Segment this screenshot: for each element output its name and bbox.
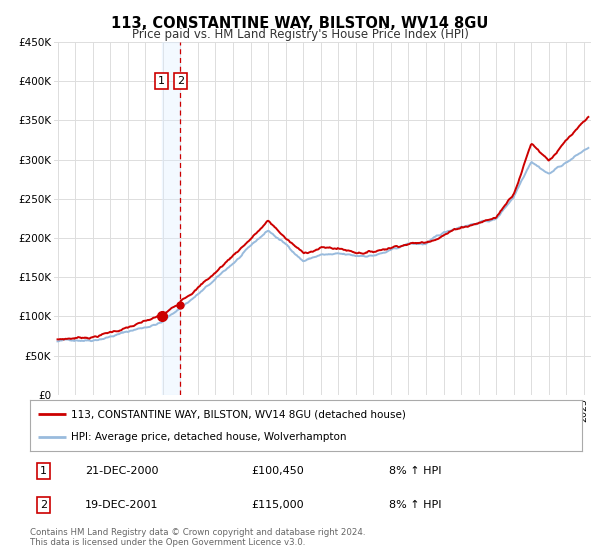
Text: 113, CONSTANTINE WAY, BILSTON, WV14 8GU (detached house): 113, CONSTANTINE WAY, BILSTON, WV14 8GU … bbox=[71, 409, 406, 419]
Text: £100,450: £100,450 bbox=[251, 466, 304, 476]
Text: 113, CONSTANTINE WAY, BILSTON, WV14 8GU: 113, CONSTANTINE WAY, BILSTON, WV14 8GU bbox=[112, 16, 488, 31]
Text: Price paid vs. HM Land Registry's House Price Index (HPI): Price paid vs. HM Land Registry's House … bbox=[131, 28, 469, 41]
Text: 2: 2 bbox=[177, 76, 184, 86]
Text: 2: 2 bbox=[40, 500, 47, 510]
Text: 19-DEC-2001: 19-DEC-2001 bbox=[85, 500, 158, 510]
Text: 1: 1 bbox=[40, 466, 47, 476]
Bar bbox=[162, 42, 180, 395]
Text: £115,000: £115,000 bbox=[251, 500, 304, 510]
Text: HPI: Average price, detached house, Wolverhampton: HPI: Average price, detached house, Wolv… bbox=[71, 432, 347, 442]
Text: 1: 1 bbox=[158, 76, 165, 86]
Text: 8% ↑ HPI: 8% ↑ HPI bbox=[389, 500, 442, 510]
Text: Contains HM Land Registry data © Crown copyright and database right 2024.
This d: Contains HM Land Registry data © Crown c… bbox=[30, 528, 365, 548]
Text: 21-DEC-2000: 21-DEC-2000 bbox=[85, 466, 158, 476]
Text: 8% ↑ HPI: 8% ↑ HPI bbox=[389, 466, 442, 476]
